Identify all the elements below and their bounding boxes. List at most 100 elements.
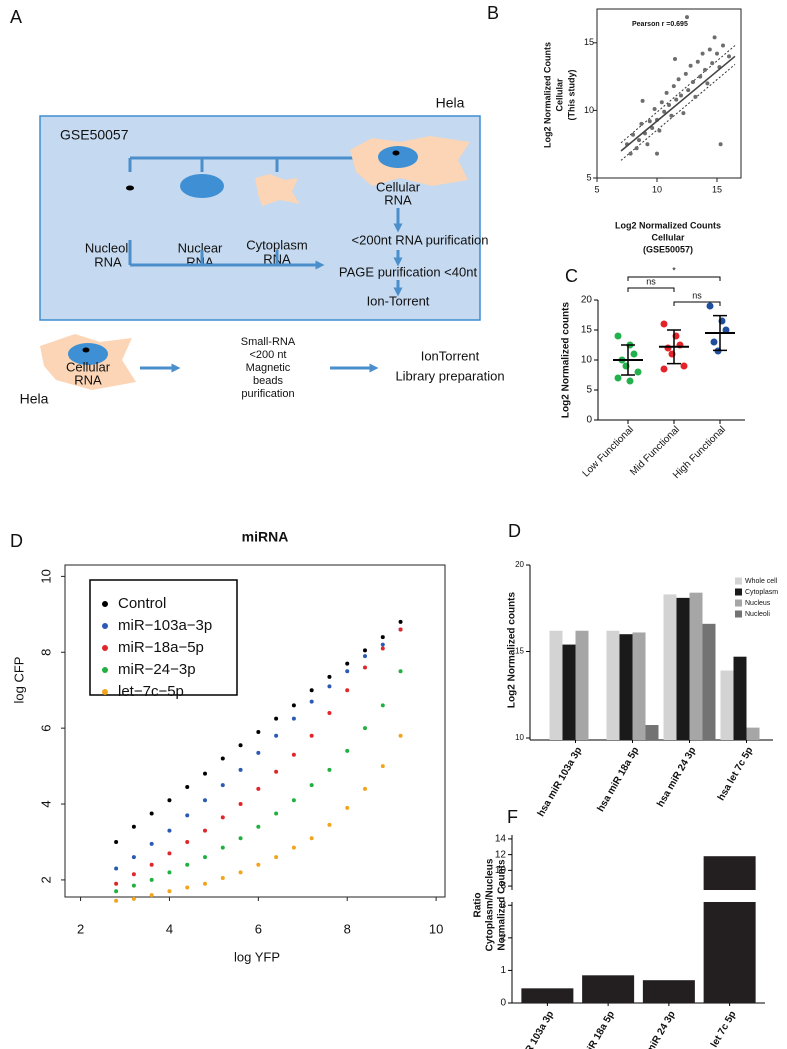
point (327, 710, 332, 715)
point (131, 855, 136, 860)
bar (703, 902, 756, 1003)
point (626, 377, 634, 385)
point (291, 752, 296, 757)
point (114, 839, 119, 844)
fraction-label: Cytoplasm (246, 237, 307, 252)
point (185, 784, 190, 789)
legend-marker (102, 601, 108, 607)
point (363, 786, 367, 791)
x-tick-label: 10 (652, 184, 662, 194)
point (345, 805, 350, 810)
annotation: Pearson r =0.695 (632, 21, 688, 28)
point (274, 855, 279, 860)
sd-bar (667, 329, 681, 365)
workflow-diagram: Hela GSE50057 Nucleoli RNA Nuclear RNA C… (20, 95, 505, 407)
significance-label: * (672, 265, 676, 275)
cell-label: RNA (74, 372, 102, 387)
x-tick-label: 6 (255, 921, 262, 936)
y-tick-label: 10 (495, 865, 507, 876)
bar (676, 597, 690, 740)
legend-label: Whole cell (745, 578, 778, 585)
step-label: Magnetic (246, 362, 291, 374)
point (238, 836, 243, 841)
point (363, 654, 367, 659)
point (274, 811, 279, 816)
point (167, 870, 172, 875)
point (256, 729, 261, 734)
point (345, 661, 350, 666)
y-tick-label: 8 (500, 881, 506, 892)
bar (702, 623, 716, 740)
x-axis-label: Cellular (651, 232, 685, 242)
legend-swatch (735, 577, 742, 585)
cell-nucleus (68, 343, 108, 365)
point (327, 822, 332, 827)
legend-label: miR−103a−3p (118, 617, 212, 634)
legend-marker (102, 689, 108, 695)
panel-label: A (10, 7, 22, 27)
bar (645, 725, 659, 740)
point (167, 851, 172, 856)
point (681, 111, 686, 116)
nucleoli-icon (126, 185, 134, 191)
point (167, 798, 172, 803)
point (703, 67, 707, 72)
legend-label: miR−24−3p (118, 661, 196, 678)
step-label: beads (253, 375, 283, 387)
step-label: Small-RNA (241, 336, 296, 348)
point (256, 862, 261, 867)
point (662, 109, 667, 114)
y-tick-label: 0 (500, 998, 506, 1009)
y-tick-label: 0 (586, 415, 592, 426)
x-tick-label: hsa miR 18a 5p (595, 745, 641, 814)
x-axis-label: Log2 Normalized Counts (615, 220, 721, 230)
point (680, 362, 688, 370)
point (203, 771, 207, 776)
point (220, 756, 225, 761)
point (238, 802, 243, 807)
step-label: <200 nt (249, 349, 286, 361)
point (679, 93, 683, 98)
point (256, 786, 261, 791)
sd-bar (713, 314, 727, 352)
y-axis-label: Log2 Normalized counts (561, 302, 572, 419)
point (630, 350, 638, 358)
y-tick-label: 14 (495, 834, 507, 845)
legend-marker (102, 623, 108, 629)
legend-label: let−7c−5p (118, 683, 184, 700)
bar (689, 592, 703, 740)
point (705, 81, 710, 86)
point (274, 733, 279, 738)
point (637, 138, 641, 143)
point (220, 783, 225, 788)
point (256, 824, 261, 829)
point (345, 748, 350, 753)
step-label: purification (241, 388, 294, 400)
step-label: Ion-Torrent (367, 293, 430, 308)
point (647, 119, 652, 124)
point (715, 51, 719, 56)
point (131, 872, 136, 877)
point (652, 107, 657, 112)
y-tick-label: 8 (38, 649, 53, 656)
point (673, 57, 677, 62)
significance-label: ns (692, 290, 702, 300)
point (220, 815, 225, 820)
point (727, 54, 731, 59)
y-axis-label: Cytoplasm/Nucleus (485, 858, 496, 951)
point (688, 63, 693, 68)
y-axis-label: log CFP (11, 657, 26, 704)
point (149, 862, 154, 867)
x-tick-label: 8 (344, 921, 351, 936)
point (707, 47, 712, 52)
point (655, 151, 659, 156)
point (698, 74, 703, 79)
bar (663, 594, 677, 740)
significance-bracket (673, 301, 721, 306)
point (220, 845, 225, 850)
point (363, 726, 367, 731)
point (645, 142, 650, 147)
x-tick-label: hsa miR 103a 3p (536, 745, 585, 818)
cell-line: Hela (436, 95, 465, 111)
point (380, 646, 385, 651)
